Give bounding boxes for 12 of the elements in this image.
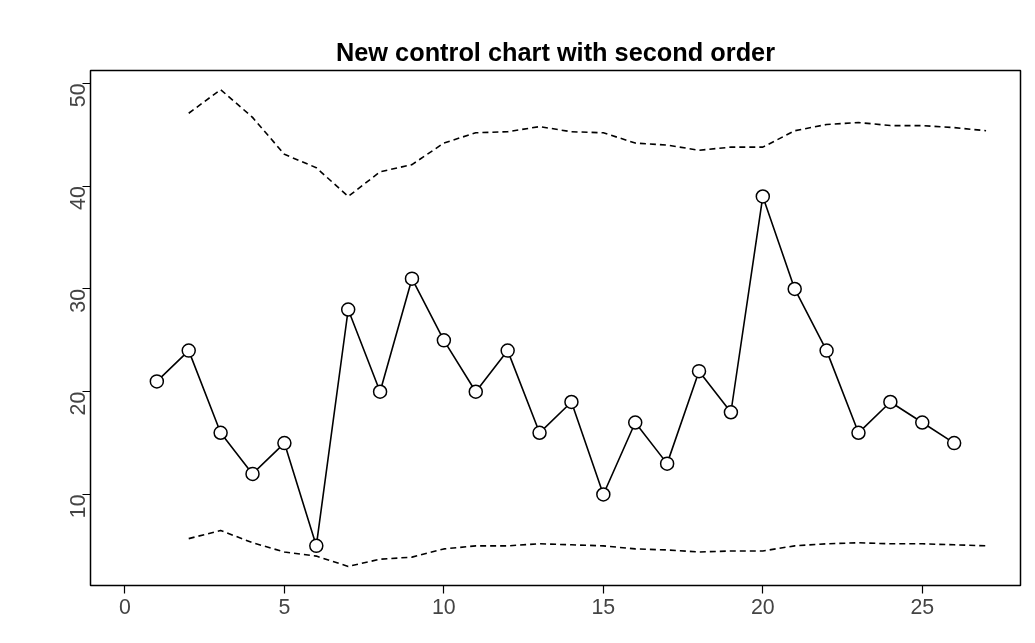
x-tick-label: 0 <box>119 594 132 619</box>
y-tick-label: 50 <box>66 83 90 108</box>
x-tick-label: 15 <box>591 594 616 619</box>
x-tick-label: 20 <box>750 594 775 619</box>
y-tick-label: 30 <box>66 288 90 313</box>
y-tick-label: 40 <box>66 186 90 210</box>
x-tick-label: 25 <box>910 594 935 619</box>
y-tick-label: 10 <box>66 494 90 519</box>
x-tick-label: 5 <box>278 594 291 619</box>
x-tick-label: 10 <box>432 594 456 619</box>
y-tick-label: 20 <box>66 391 90 416</box>
chart-title: New control chart with second order <box>335 37 776 66</box>
